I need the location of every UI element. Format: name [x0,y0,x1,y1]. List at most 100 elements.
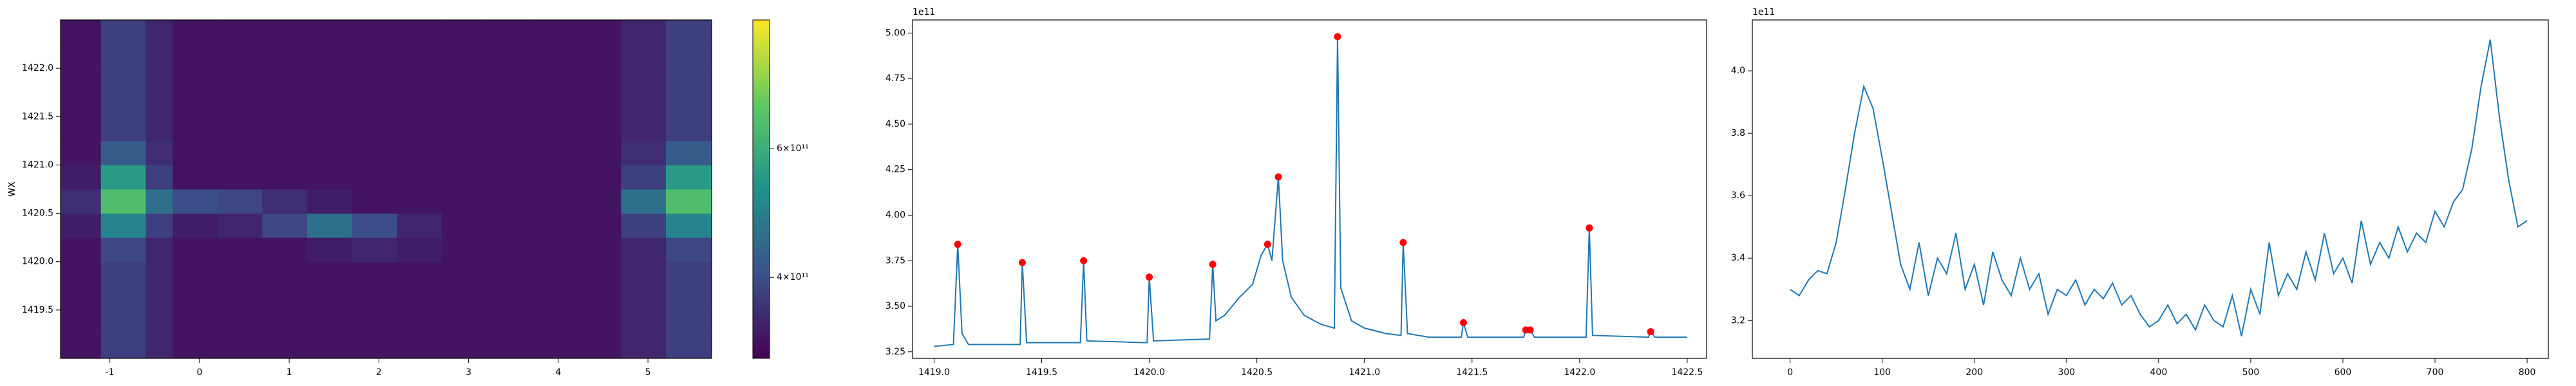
heatmap-cell [262,237,308,262]
x-tick-label: 800 [2519,367,2536,378]
heatmap-cell [307,20,353,45]
colorbar [752,19,770,359]
heatmap-cell [397,116,442,142]
heatmap-cell [397,213,442,238]
heatmap-cell [576,68,621,93]
x-tick-label: 600 [2334,367,2352,378]
heatmap-cell [262,20,308,45]
heatmap-cell [100,116,146,142]
heatmap-cell [217,237,263,262]
heatmap-cell [307,44,353,69]
heatmap-cell [146,309,173,335]
colorbar-tick-label: 4×10¹¹ [777,272,809,282]
heatmap-cell [441,334,487,359]
y-tick-label: 4.00 [886,210,905,220]
x-tick-label: 300 [2058,367,2075,378]
peak-marker [1526,326,1534,334]
heatmap-cell [441,165,487,190]
y-tick-label: 3.2 [1731,315,1745,326]
y-tick-label: 4.25 [886,165,905,175]
heatmap-cell [307,189,353,214]
axes-frame [1752,19,2549,359]
heatmap-cell [621,309,667,335]
heatmap-cell [173,92,218,117]
heatmap-cell [307,116,353,142]
heatmap-cell [100,309,146,335]
x-tick-label: 0 [196,367,202,378]
heatmap-cell [576,309,621,335]
y-tick-label: 1420.0 [22,257,53,267]
heatmap-cell [531,261,577,286]
heatmap-cell [576,92,621,117]
heatmap-cell [307,237,353,262]
heatmap-cell [262,68,308,93]
x-tick-label: 1420.5 [1241,367,1273,378]
y-tick-label: 4.0 [1731,66,1745,76]
heatmap-cell [621,165,667,190]
heatmap-cell [397,20,442,45]
heatmap-cell [100,44,146,69]
heatmap-cell [146,213,173,238]
heatmap-cell [146,165,173,190]
x-tick-label: 1420.0 [1133,367,1165,378]
heatmap-cell [397,334,442,359]
data-line [934,37,1687,347]
heatmap-cell [262,189,308,214]
peak-marker [1018,259,1026,266]
heatmap-cell [576,44,621,69]
heatmap-cell [100,237,146,262]
y-tick-label: 1421.0 [22,160,53,170]
heatmap-cell [61,44,102,69]
heatmap-cell [352,20,397,45]
heatmap-cell [397,309,442,335]
data-line [1790,39,2528,336]
heatmap-cell [217,68,263,93]
peak-marker [1264,241,1271,248]
x-tick-label: 1 [287,367,292,378]
heatmap-cell [441,116,487,142]
x-tick-label: 5 [645,367,651,378]
heatmap-cell [486,44,532,69]
heatmap-cell [100,92,146,117]
heatmap-cell [486,68,532,93]
heatmap-cell [531,334,577,359]
y-tick-label: 1422.0 [22,63,53,73]
heatmap-cell [307,92,353,117]
x-tick-label: 0 [1787,367,1793,378]
heatmap-cell [441,237,487,262]
heatmap-cell [531,309,577,335]
y-offset-label: 1e11 [1752,7,1775,17]
heatmap-cell [621,44,667,69]
heatmap-cell [307,309,353,335]
heatmap-cell [61,261,102,286]
heatmap-cell [531,237,577,262]
peak-marker [1209,261,1217,268]
heatmap-cell [486,92,532,117]
heatmap-cell [61,334,102,359]
heatmap-cell [397,44,442,69]
heatmap-cell [217,261,263,286]
heatmap-cell [352,68,397,93]
heatmap-cell [352,237,397,262]
heatmap-cell [307,261,353,286]
heatmap-cell [217,309,263,335]
x-tick-label: 100 [1873,367,1891,378]
heatmap-cell [61,68,102,93]
heatmap-cell [531,20,577,45]
heatmap-cell [352,213,397,238]
heatmap-cell [262,334,308,359]
heatmap-cell [621,20,667,45]
heatmap-cell [397,68,442,93]
x-tick-label: 1422.0 [1564,367,1595,378]
heatmap-cell [397,140,442,165]
heatmap-cell [665,20,712,45]
peak-marker [954,241,961,248]
heatmap-cell [262,44,308,69]
heatmap-cell [665,309,712,335]
peak-marker [1274,173,1282,181]
peak-marker [1334,33,1341,41]
peak-marker [1399,239,1407,246]
heatmap-cell [262,309,308,335]
heatmap-cell [173,286,218,311]
